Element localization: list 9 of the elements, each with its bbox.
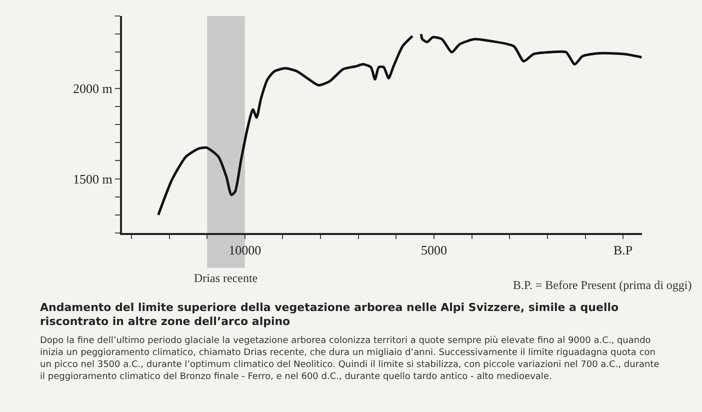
text: Dopo la fine dell’ultimo periodo glaciale la vegetazione arborea colonizza territori a quote sempre più elevate fino al 9000 a.C., quando inizia un peggioramento climatico, chiamato Drias recente, che dura un migliaio d’anni. Successivamente il limite riguadagna quota con un picco nel 3500 a.C., durante l’optimum climatico del Neolitico. Quindi il limite si stabilizza, con piccole variazioni nel 700 a.C., durante il peggioramento climatico del Bronzo finale - Ferro, e nel 600 d.C., durante quello tardo antico - alto medioevale.	[40, 335, 660, 383]
text: B.P. = Before Present (prima di oggi)	[513, 278, 692, 292]
text: Andamento del limite superiore della vegetazione arborea nelle Alpi Svizzere, simile a quello riscontrato in altre zone dell’arco alpino	[40, 301, 620, 329]
y-tick-label: 1500 m	[73, 171, 112, 186]
x-tick-label: 5000	[421, 242, 447, 258]
x-tick-label: 10000	[228, 242, 262, 258]
band-label: Drias recente	[194, 271, 258, 285]
y-tick-label: 2000 m	[73, 80, 112, 96]
x-tick-label: B.P	[614, 242, 633, 258]
